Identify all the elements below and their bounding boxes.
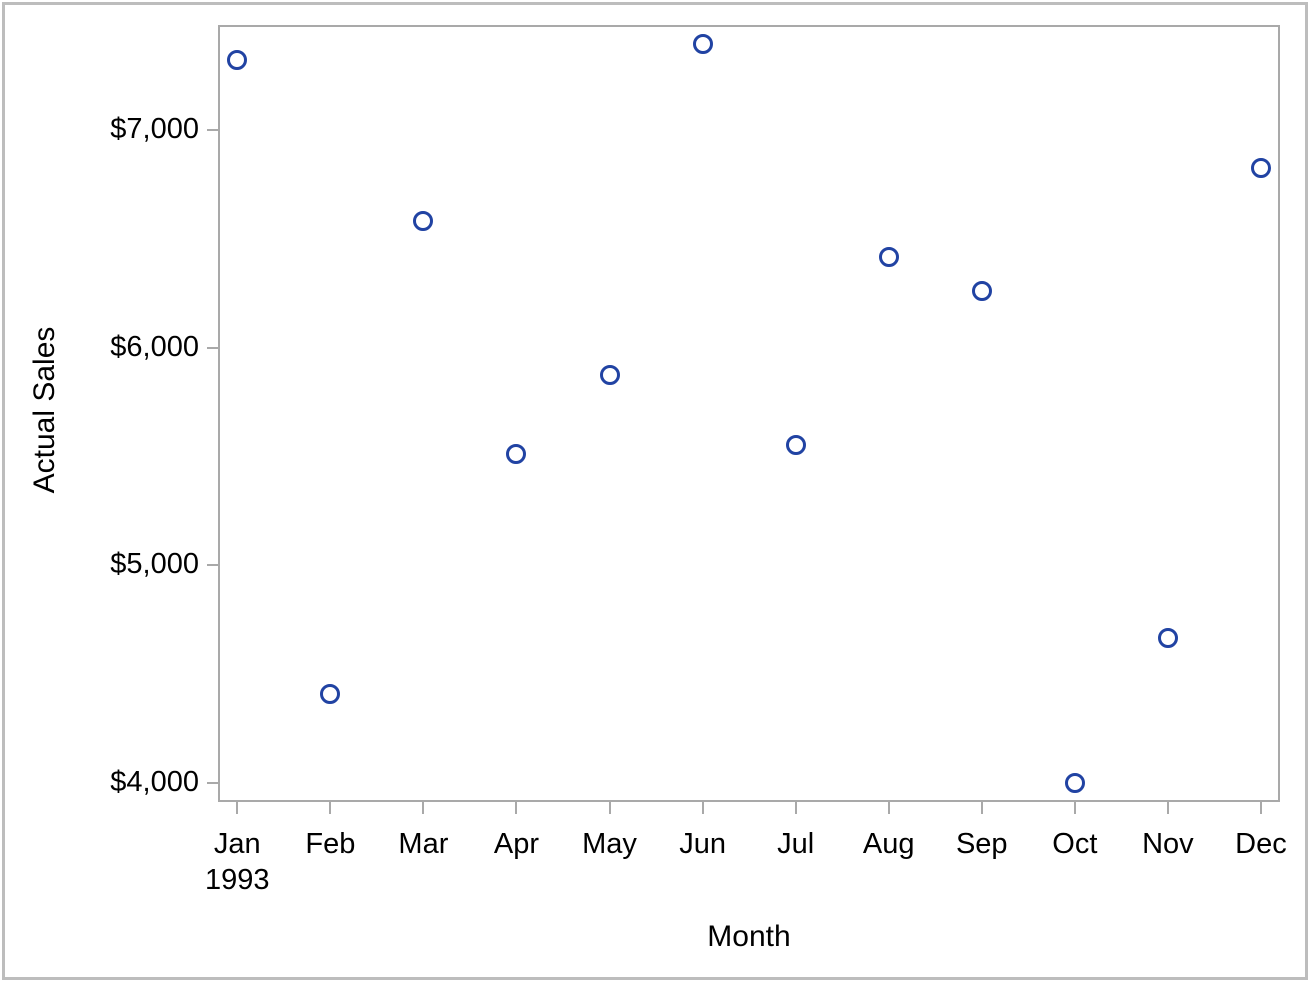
x-tick-label-jun: Jun <box>679 828 726 860</box>
x-tick-label-mar: Mar <box>398 828 449 860</box>
data-point-feb <box>320 683 341 704</box>
data-point-oct <box>1064 772 1085 793</box>
x-tick-mark <box>701 802 704 814</box>
data-point-apr <box>506 444 527 465</box>
x-tick-label-aug: Aug <box>862 828 915 860</box>
y-axis-title: Actual Sales <box>28 326 61 494</box>
x-tick-mark <box>1073 802 1076 814</box>
x-tick-label-dec: Dec <box>1235 828 1287 860</box>
y-tick-mark <box>207 564 218 567</box>
x-tick-label-apr: Apr <box>493 828 540 860</box>
data-point-jun <box>692 34 713 55</box>
x-tick-mark <box>329 802 332 814</box>
x-tick-mark <box>236 802 239 814</box>
x-tick-label-sep: Sep <box>955 828 1008 860</box>
x-tick-mark <box>608 802 611 814</box>
y-tick-label-6000: $6,000 <box>110 330 199 363</box>
x-tick-mark <box>515 802 518 814</box>
data-point-nov <box>1157 628 1178 649</box>
x-tick-mark <box>980 802 983 814</box>
y-tick-mark <box>207 129 218 131</box>
x-tick-mark <box>794 802 797 814</box>
x-tick-mark <box>1166 802 1169 814</box>
x-tick-label-jul: Jul <box>777 828 815 860</box>
x-tick-sublabel-year: 1993 <box>205 864 270 896</box>
y-tick-label-5000: $5,000 <box>110 548 199 581</box>
x-axis-title: Month <box>707 920 791 953</box>
data-point-sep <box>971 281 992 301</box>
data-point-dec <box>1250 158 1271 179</box>
y-tick-label-4000: $4,000 <box>110 765 199 798</box>
data-point-jul <box>785 435 806 456</box>
y-tick-label-7000: $7,000 <box>110 113 199 145</box>
plot-area <box>218 25 1280 802</box>
y-tick-mark <box>207 346 218 349</box>
x-tick-label-may: May <box>582 828 637 860</box>
data-point-aug <box>878 247 899 268</box>
x-tick-label-feb: Feb <box>305 828 356 860</box>
data-point-may <box>599 364 620 385</box>
data-point-jan <box>227 50 248 71</box>
x-tick-label-oct: Oct <box>1052 828 1098 860</box>
x-tick-label-nov: Nov <box>1142 828 1194 860</box>
x-tick-mark <box>422 802 425 814</box>
data-point-mar <box>413 211 434 232</box>
x-tick-mark <box>887 802 890 814</box>
x-tick-label-jan: Jan <box>213 828 261 860</box>
y-tick-mark <box>207 781 218 784</box>
x-tick-mark <box>1259 802 1262 814</box>
